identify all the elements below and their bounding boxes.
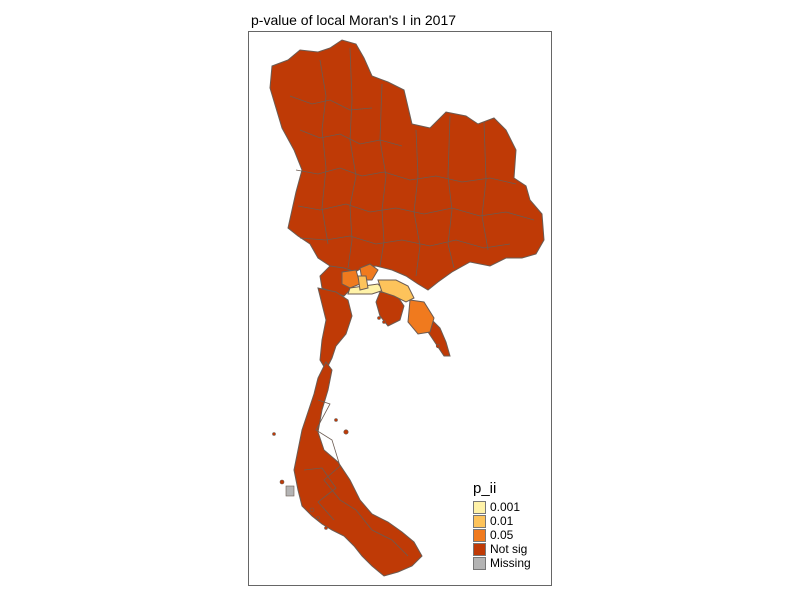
legend-label: Missing (490, 556, 531, 570)
cluster-p005-west (341, 269, 361, 289)
legend-swatch (473, 515, 486, 528)
southern-peninsula (293, 361, 423, 577)
legend-item: 0.05 (473, 529, 531, 542)
far-east-coast-region (427, 316, 451, 357)
legend-swatch (473, 557, 486, 570)
province-boundaries (289, 47, 535, 557)
legend-label: 0.01 (490, 514, 514, 528)
legend-item: Not sig (473, 543, 531, 556)
missing-islands (285, 485, 295, 497)
mainland-region (269, 39, 545, 291)
legend-swatch (473, 543, 486, 556)
cluster-p001-left (357, 275, 369, 291)
legend-label: 0.05 (490, 528, 514, 542)
map-frame (248, 31, 552, 586)
cluster-p005-southeast (407, 299, 435, 335)
legend-item: Missing (473, 557, 531, 570)
legend-title: p_ii (473, 480, 497, 497)
legend-swatch (473, 501, 486, 514)
map-title: p-value of local Moran's I in 2017 (251, 12, 457, 28)
legend-item: 0.01 (473, 515, 531, 528)
legend-label: Not sig (490, 542, 528, 556)
legend: p_ii 0.001 0.01 0.05 Not sig Missing (473, 480, 531, 571)
islands (272, 316, 441, 530)
legend-label: 0.001 (490, 500, 521, 514)
western-strip (317, 287, 353, 372)
legend-item: 0.001 (473, 501, 531, 514)
legend-swatch (473, 529, 486, 542)
